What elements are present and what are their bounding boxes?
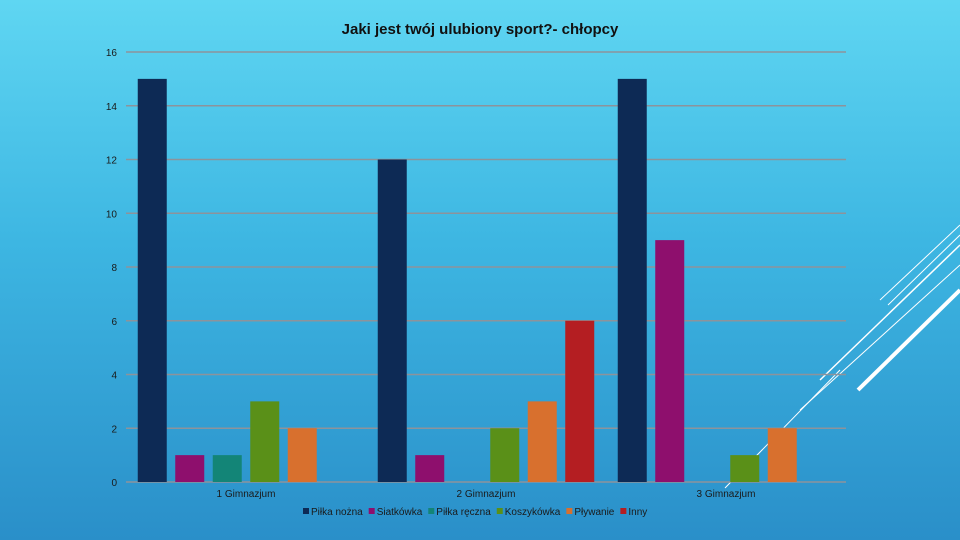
y-tick-label: 0: [111, 478, 117, 489]
bar: [175, 455, 205, 482]
y-tick-label: 6: [111, 317, 117, 328]
bar: [617, 78, 647, 482]
legend-swatch: [368, 508, 375, 514]
legend-swatch: [303, 508, 309, 514]
bar: [655, 240, 685, 482]
bar: [527, 401, 557, 482]
decorative-lines: [724, 224, 960, 489]
bar: [377, 159, 407, 482]
bar: [137, 78, 167, 482]
bar: [250, 401, 280, 482]
x-tick-label: 1 Gimnazjum: [217, 489, 276, 500]
y-tick-label: 16: [106, 48, 118, 59]
x-tick-label: 2 Gimnazjum: [457, 489, 516, 500]
bar: [767, 428, 797, 482]
legend: Piłka nożna Siatkówka Piłka ręczna Koszyków…: [303, 507, 647, 518]
legend-label: Piłka ręczna: [436, 507, 491, 518]
y-tick-label: 8: [111, 263, 117, 274]
y-tick-label: 4: [111, 371, 117, 382]
y-tick-label: 10: [106, 209, 118, 220]
bar: [212, 455, 242, 482]
legend-label: Piłka nożna: [311, 507, 363, 518]
legend-label: Siatkówka: [377, 507, 423, 518]
gridlines: [126, 51, 846, 483]
bar: [415, 455, 445, 482]
chart-title: Jaki jest twój ulubiony sport?- chłopcy: [342, 21, 619, 38]
bar: [490, 428, 520, 482]
bars: [137, 78, 797, 482]
y-tick-label: 2: [111, 424, 117, 435]
legend-swatch: [496, 508, 503, 514]
legend-label: Koszykówka: [505, 507, 561, 518]
y-tick-label: 12: [106, 156, 118, 167]
legend-swatch: [566, 508, 573, 514]
legend-label: Inny: [628, 507, 647, 518]
x-axis-ticks: 1 Gimnazjum 2 Gimnazjum 3 Gimnazjum: [217, 489, 756, 500]
bar: [730, 455, 760, 482]
legend-swatch: [428, 508, 435, 514]
bar: [287, 428, 317, 482]
bar: [565, 320, 595, 482]
legend-swatch: [620, 508, 627, 514]
y-tick-label: 14: [106, 102, 118, 113]
y-axis-ticks: 0 2 4 6 8 10 12 14 16: [106, 48, 118, 489]
legend-label: Pływanie: [574, 507, 614, 518]
x-tick-label: 3 Gimnazjum: [697, 489, 756, 500]
